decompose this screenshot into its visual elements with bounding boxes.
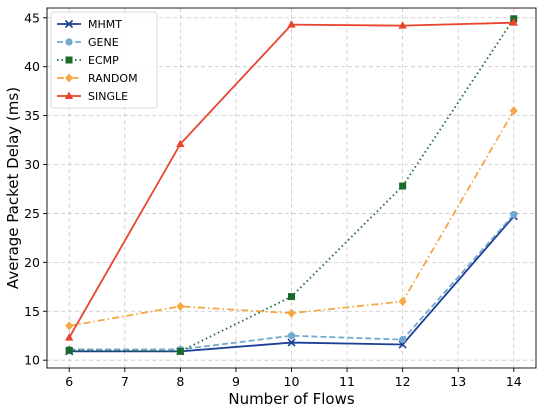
data-point-ecmp: [399, 182, 407, 190]
data-point-ecmp: [288, 293, 295, 301]
y-tick-label: 15: [24, 304, 40, 319]
x-tick-label: 10: [284, 374, 300, 389]
x-tick-label: 12: [395, 374, 411, 389]
data-point-mhmt: [287, 338, 296, 347]
data-point-gene: [287, 332, 296, 340]
x-axis-label: Number of Flows: [228, 390, 354, 408]
data-point-single: [509, 18, 518, 26]
series-line-gene: [69, 213, 515, 351]
tick-layer: 6 7 8 9 10 11 12 13 14 10 15 20 25 30 35 40 45: [24, 10, 522, 389]
y-tick-label: 10: [24, 353, 40, 368]
y-tick-label: 40: [24, 59, 40, 74]
y-tick-label: 25: [24, 206, 40, 221]
data-point-single: [398, 21, 407, 29]
legend-item-random: RANDOM: [57, 72, 138, 85]
legend-label-single: SINGLE: [88, 90, 128, 103]
x-tick-label: 14: [506, 374, 522, 389]
legend-item-mhmt: MHMT: [57, 18, 122, 31]
data-point-ecmp: [176, 347, 184, 355]
legend-marker-ecmp: [65, 56, 73, 64]
legend-marker-mhmt: [64, 19, 74, 29]
legend-label-ecmp: ECMP: [88, 54, 119, 67]
data-point-ecmp: [65, 346, 73, 354]
legend-item-single: SINGLE: [57, 90, 128, 103]
x-tick-label: 11: [339, 374, 355, 389]
series-layer: [65, 15, 518, 356]
data-point-single: [287, 20, 296, 28]
x-tick-label: 7: [121, 374, 129, 389]
data-point-random: [287, 308, 296, 318]
data-point-single: [176, 139, 185, 147]
data-point-single: [65, 333, 74, 341]
data-point-random: [509, 106, 518, 116]
series-single: [65, 18, 518, 341]
legend-marker-single: [64, 91, 74, 99]
legend-item-ecmp: ECMP: [57, 54, 119, 67]
legend-label-gene: GENE: [88, 36, 119, 49]
legend-label-mhmt: MHMT: [88, 18, 122, 31]
data-point-gene: [399, 336, 407, 344]
x-tick-label: 8: [176, 374, 184, 389]
data-point-mhmt-stroke-b: [287, 338, 296, 347]
x-tick-label: 13: [450, 374, 466, 389]
series-random: [65, 106, 518, 331]
y-tick-label: 45: [24, 10, 40, 25]
y-tick-label: 35: [24, 108, 40, 123]
legend: MHMT GENE ECMP RANDOM SINGLE: [50, 11, 158, 109]
y-tick-label: 30: [24, 157, 40, 172]
x-tick-label: 6: [65, 374, 73, 389]
legend-marker-random: [65, 73, 73, 83]
legend-item-gene: GENE: [57, 36, 119, 49]
y-tick-label: 20: [24, 255, 40, 270]
data-point-gene: [510, 210, 518, 219]
legend-marker-mhmt-stroke-b: [64, 19, 74, 29]
data-point-random: [65, 321, 74, 331]
legend-marker-gene: [65, 38, 73, 46]
legend-box: [50, 11, 158, 109]
data-point-random: [176, 301, 185, 311]
data-point-random: [398, 296, 407, 306]
legend-label-random: RANDOM: [88, 72, 138, 85]
y-axis-label: Average Packet Delay (ms): [4, 87, 22, 289]
x-tick-label: 9: [232, 374, 240, 389]
